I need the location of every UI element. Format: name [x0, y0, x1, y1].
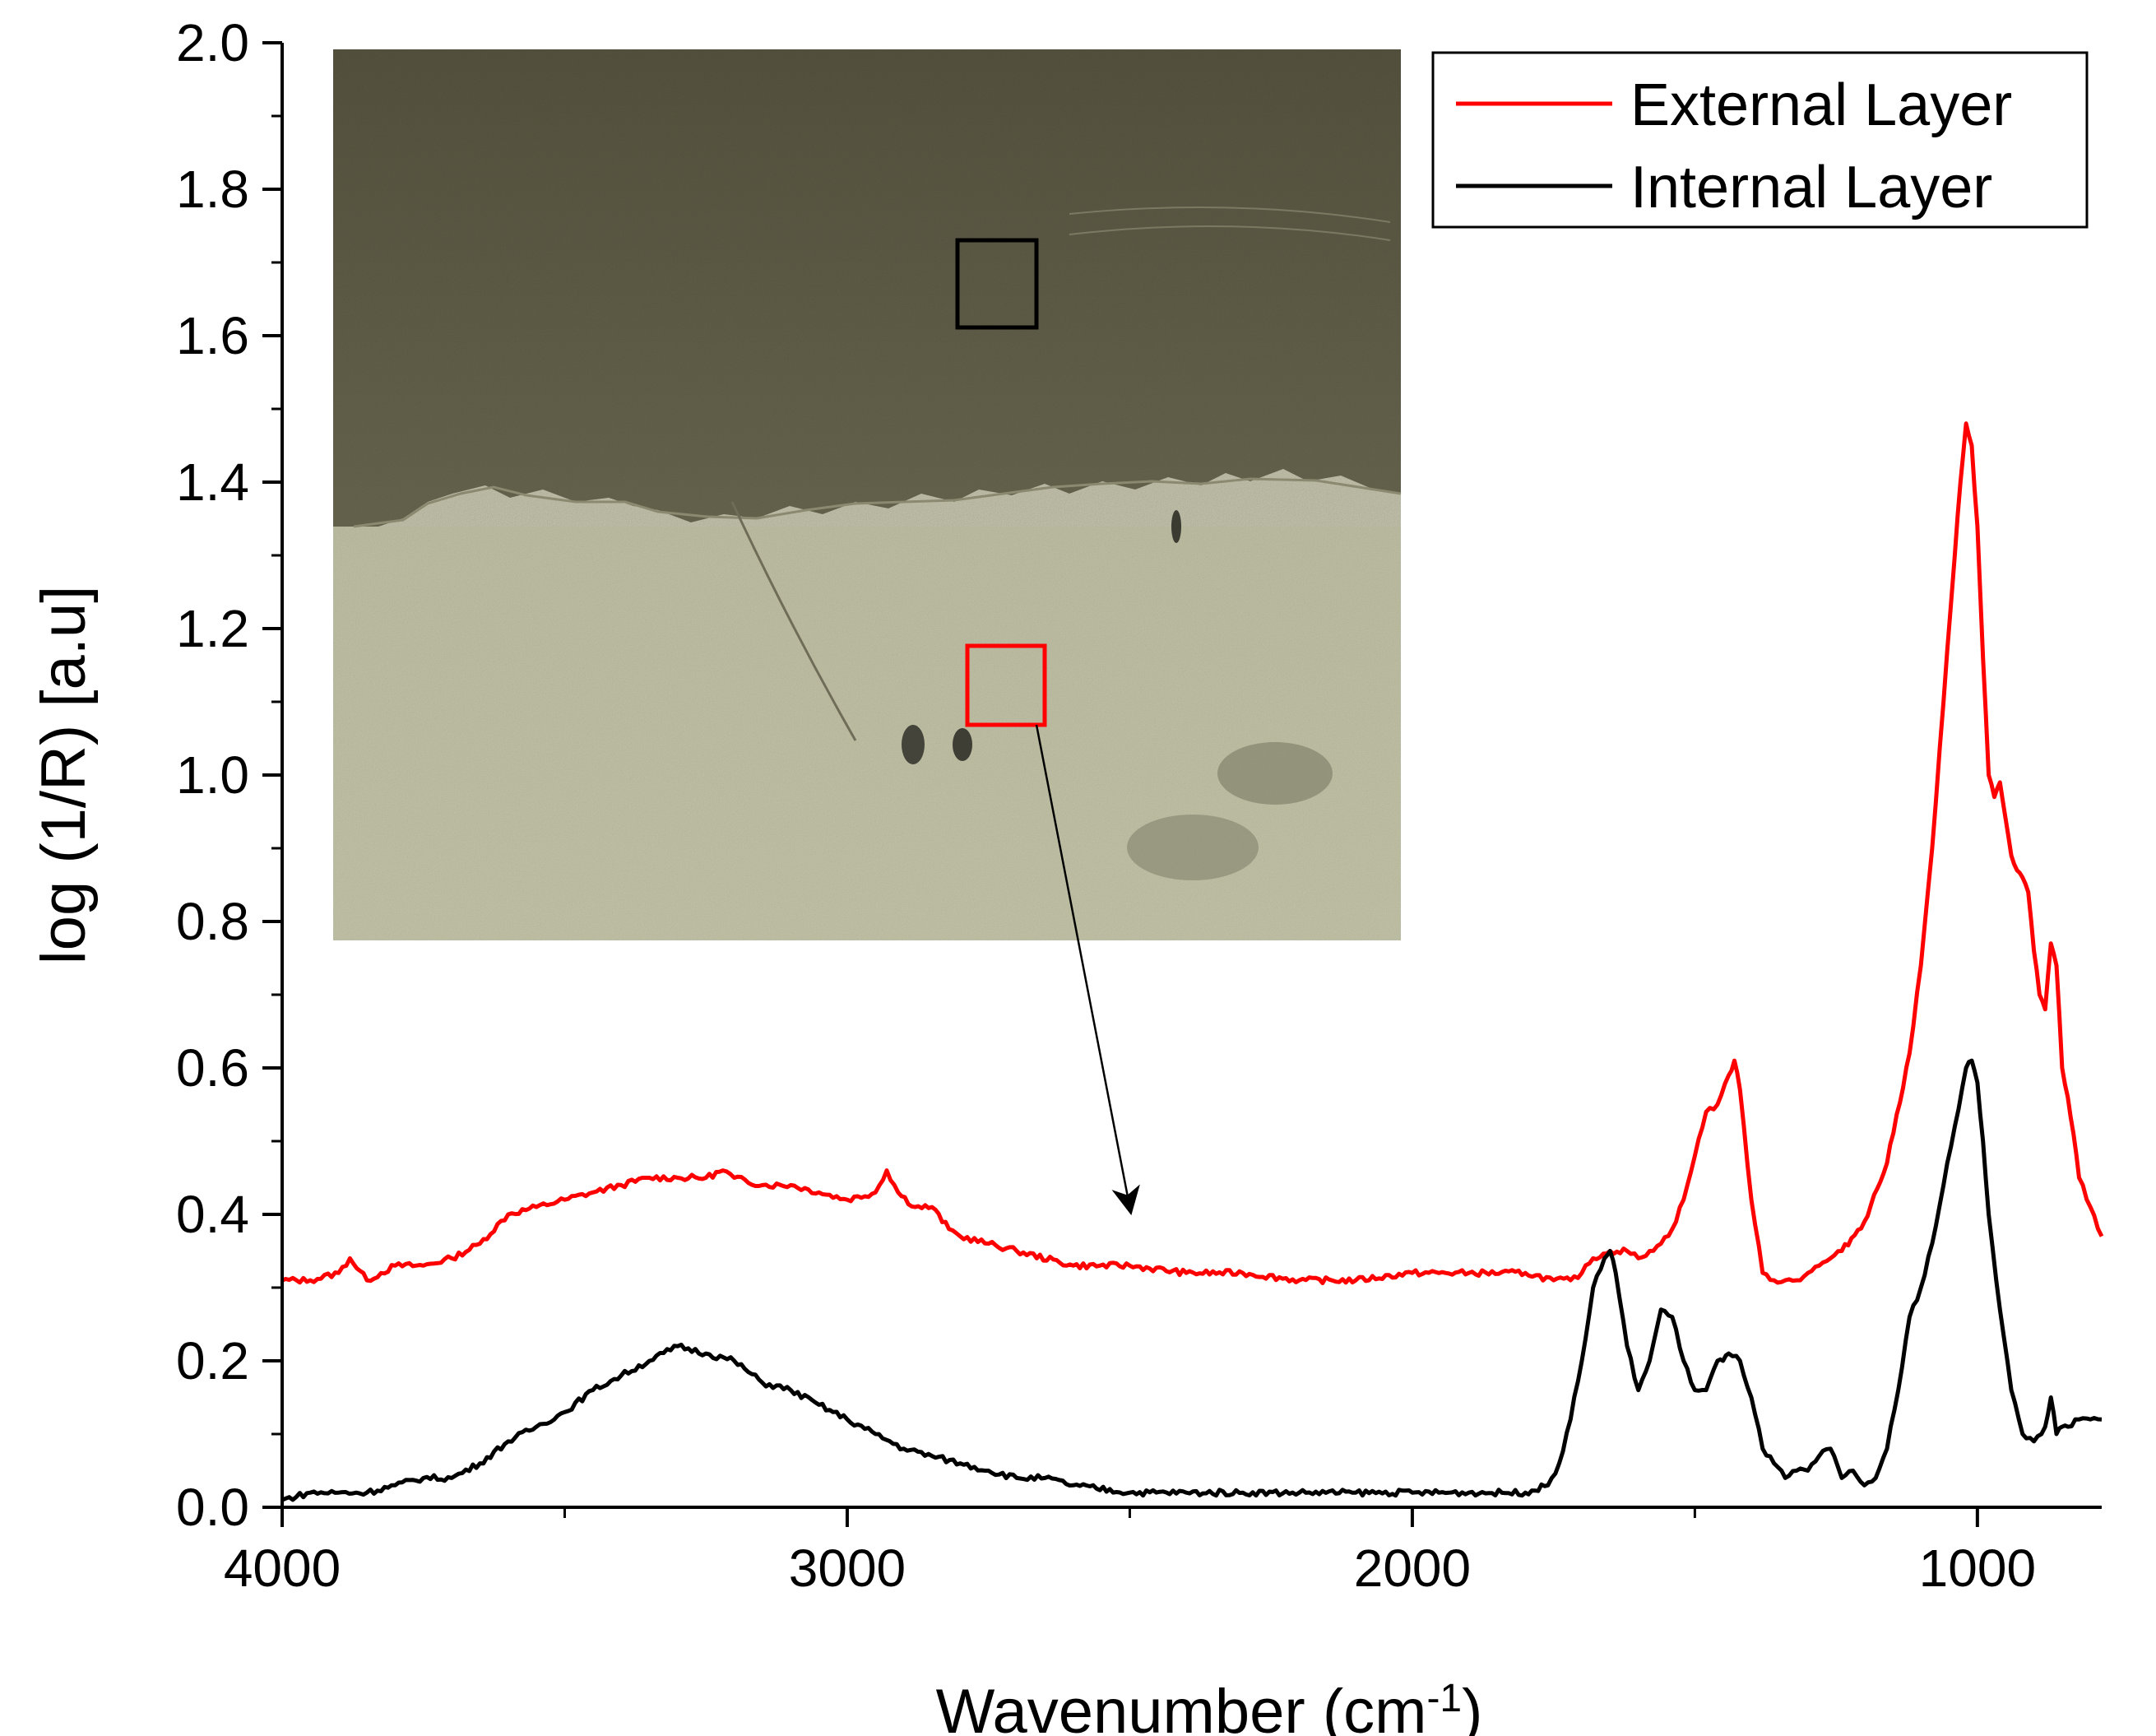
inset-marker-red [965, 643, 1047, 727]
inset-marker-black [955, 238, 1039, 330]
y-tick-label: 0.0 [176, 1478, 249, 1537]
y-tick-label: 0.2 [176, 1331, 249, 1390]
y-tick-label: 1.8 [176, 160, 249, 219]
y-tick-label: 0.8 [176, 892, 249, 951]
y-tick-label: 0.6 [176, 1038, 249, 1098]
legend-box [1431, 51, 2089, 229]
x-axis-title-main: Wavenumber (cm [936, 1677, 1427, 1736]
y-tick-label: 1.0 [176, 745, 249, 805]
series-line-external-layer [281, 421, 2104, 1286]
inset-micrograph [333, 49, 1402, 940]
y-tick-label: 2.0 [176, 13, 249, 72]
y-axis-title: log (1/R) [a.u] [29, 586, 99, 964]
legend-label-internal: Internal Layer [1630, 155, 1992, 220]
x-tick-label: 4000 [224, 1539, 341, 1598]
legend: External Layer Internal Layer [1431, 51, 2089, 229]
legend-label-external: External Layer [1630, 72, 2012, 138]
x-tick-label: 3000 [789, 1539, 906, 1598]
x-tick-label: 2000 [1354, 1539, 1471, 1598]
x-tick-label: 1000 [1919, 1539, 2036, 1598]
series-line-internal-layer [281, 1058, 2103, 1502]
y-tick-label: 1.2 [176, 599, 249, 658]
annotation-arrow [1035, 724, 1140, 1216]
series-layer [281, 421, 2104, 1502]
x-axis-title: Wavenumber (cm-1) [936, 1677, 1483, 1736]
y-tick-label: 0.4 [176, 1185, 249, 1244]
inset-dark-region [333, 49, 1401, 527]
y-tick-label: 1.6 [176, 306, 249, 365]
x-axis-title-close: ) [1462, 1677, 1482, 1736]
ticks: 0.0 0.2 0.4 0.6 0.8 1.0 1.2 1.4 1.6 1.8 2.0 4000 300… [176, 13, 2036, 1598]
x-axis-title-sup: -1 [1426, 1677, 1462, 1720]
y-tick-label: 1.4 [176, 453, 249, 512]
